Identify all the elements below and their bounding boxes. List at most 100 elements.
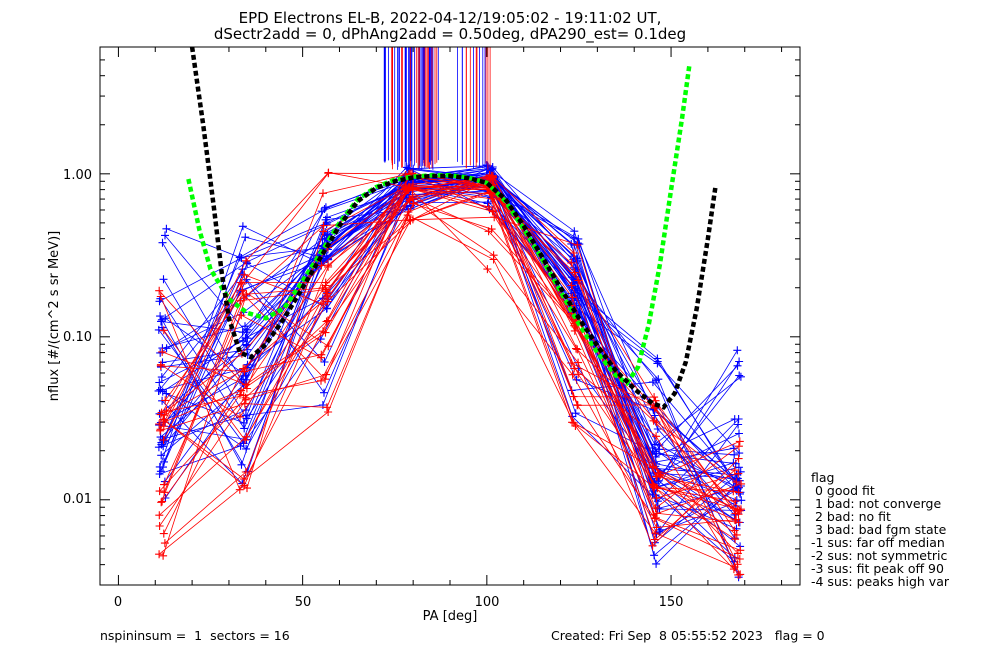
trace-line [163,186,738,536]
trace-marker [573,240,582,249]
trace-marker [734,469,743,478]
legend: flag 0 good fit 1 bad: not converge 2 ba… [811,470,950,589]
trace-marker [322,370,331,379]
trace-marker [237,311,246,320]
chart-subtitle: dSectr2add = 0, dPhAng2add = 0.50deg, dP… [214,25,686,44]
trace-marker [402,163,411,172]
trace-marker [155,487,164,496]
trace-marker [317,350,326,359]
trace-line [163,187,742,510]
trace-marker [648,444,657,452]
trace-marker [735,506,744,515]
trace-marker [159,529,168,538]
trace-line [166,188,736,540]
trace-marker [482,161,491,170]
trace-line [160,198,739,547]
trace-marker [242,414,251,423]
fit-curve [186,63,692,387]
y-tick-label-100: 1.00 [63,168,92,183]
trace-line [158,178,742,446]
trace-marker [730,516,739,524]
trace-line [162,166,737,501]
trace-marker [734,488,743,497]
trace-marker [652,418,661,426]
trace-marker [734,510,743,519]
trace-marker [319,227,328,236]
trace-marker [656,471,665,480]
trace-marker [155,409,164,418]
trace-line [161,203,739,493]
trace-marker [155,522,164,530]
trace-marker [156,426,165,435]
trace-marker [241,322,249,331]
trace-marker [156,292,165,301]
trace-line [159,175,739,515]
trace-marker [157,315,166,324]
trace-marker [731,483,740,492]
trace-marker [159,275,168,284]
x-axis-label: PA [deg] [423,609,478,624]
trace-marker [573,401,582,410]
trace-marker [155,420,164,429]
y-axis-label: nflux [#/(cm^2 s sr MeV)] [47,231,62,401]
trace-marker [237,460,246,469]
trace-marker [406,216,415,225]
legend-item: 0 good fit [811,483,875,498]
trace-marker [652,530,661,539]
trace-marker [155,297,164,306]
y-tick-label-001: 0.01 [63,492,92,507]
trace-line [159,192,735,568]
legend-item: 1 bad: not converge [811,496,941,511]
trace-marker [731,497,740,506]
legend-item: 2 bad: no fit [811,509,891,524]
trace-marker [735,371,744,380]
trace-line [159,174,736,521]
trace-marker [648,541,657,550]
trace-marker [651,513,660,522]
trace-marker [156,385,165,394]
trace-marker [155,286,164,295]
trace-marker [735,449,744,458]
x-tick-label-100: 100 [475,595,500,610]
trace-marker [653,425,662,433]
trace-marker [731,535,740,544]
trace-line [164,190,740,473]
trace-marker [158,437,167,445]
trace-marker [324,342,333,351]
trace-marker [239,364,248,373]
trace-marker [157,408,166,417]
trace-marker [653,354,662,363]
trace-marker [160,480,168,489]
trace-marker [238,265,247,274]
trace-line [160,216,735,570]
trace-marker [319,189,327,198]
trace-marker [573,345,582,354]
trace-marker [155,378,164,387]
trace-marker [490,213,499,222]
trace-line [158,188,739,499]
trace-marker [243,334,252,343]
trace-marker [321,281,330,290]
footer-right: Created: Fri Sep 8 05:55:52 2023 flag = … [551,628,825,643]
trace-marker [650,393,659,402]
trace-line [159,167,734,468]
trace-marker [320,358,329,366]
trace-line [163,186,739,576]
trace-marker [648,378,657,387]
trace-marker [156,312,165,321]
trace-marker [489,251,498,260]
trace-marker [568,293,577,302]
trace-marker [735,429,743,438]
trace-marker [729,565,738,574]
trace-marker [489,173,497,182]
x-tick-label-50: 50 [295,595,312,610]
trace-line [163,175,741,551]
trace-line [160,166,740,496]
trace-marker [161,231,169,240]
trace-marker [317,261,326,270]
trace-marker [651,529,660,538]
axis-ticks [100,46,800,586]
trace-marker [323,230,332,239]
trace-line [161,174,739,523]
